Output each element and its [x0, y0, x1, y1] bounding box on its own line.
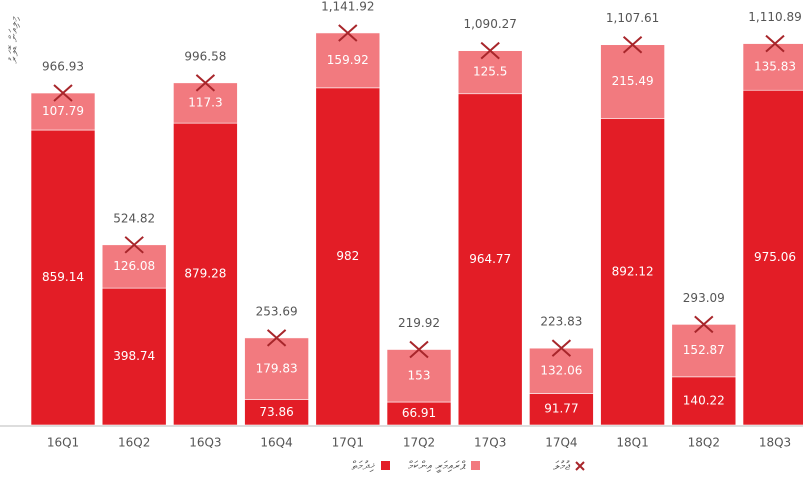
bar-segment: [315, 32, 381, 89]
legend-label: ޕްރައިމަރީ އިންކަމް: [408, 459, 466, 474]
total-cross: [409, 340, 429, 359]
bar-value-label: 152.87: [683, 343, 725, 357]
bar-value-label: 107.79: [42, 104, 84, 118]
x-tick-label: 18Q2: [688, 436, 720, 450]
x-tick-label: 18Q3: [759, 436, 791, 450]
total-cross: [551, 339, 572, 357]
total-label: 1,141.92: [321, 0, 374, 13]
total-marker: [195, 74, 216, 92]
legend-total-swatch: [575, 461, 585, 471]
x-tick-label: 17Q1: [332, 436, 364, 450]
bar-segment: [244, 399, 309, 426]
bar-segment: [529, 393, 594, 426]
bar-segment: [742, 43, 803, 91]
total-label: 966.93: [42, 60, 84, 74]
bar-value-label: 215.49: [612, 74, 654, 88]
bar-value-label: 398.74: [113, 349, 155, 363]
total-marker: [338, 24, 358, 42]
x-tick-label: 16Q1: [47, 436, 79, 450]
bar-value-label: 159.92: [327, 53, 369, 67]
total-cross: [124, 236, 144, 254]
bar-segment: [30, 92, 96, 131]
bar-value-label: 73.86: [259, 405, 293, 419]
total-marker: [409, 340, 429, 359]
bar-segment: [671, 376, 737, 426]
x-tick-label: 17Q4: [545, 436, 577, 450]
total-marker: [53, 84, 73, 102]
total-marker: [765, 34, 785, 53]
total-label: 1,090.27: [463, 17, 516, 31]
bar-segment: [529, 347, 594, 394]
bar-value-label: 132.06: [540, 363, 582, 377]
total-cross: [338, 24, 358, 42]
bar-value-label: 117.3: [188, 95, 222, 109]
legend-swatch: [381, 461, 390, 470]
total-cross: [765, 34, 785, 53]
bar-value-label: 982: [336, 249, 359, 263]
bar-segment: [600, 118, 665, 426]
bar-segment: [30, 129, 96, 426]
bar-segment: [244, 337, 309, 400]
total-cross: [694, 315, 714, 334]
bar-value-label: 964.77: [469, 252, 511, 266]
x-tick-label: 16Q3: [189, 436, 221, 450]
x-tick-label: 16Q4: [260, 436, 292, 450]
bar-value-label: 859.14: [42, 270, 84, 284]
bar-segment: [742, 89, 803, 426]
total-cross: [195, 74, 216, 92]
bar-segment: [457, 50, 523, 95]
bar-segment: [671, 324, 737, 378]
bar-segment: [315, 87, 381, 426]
legend-swatch: [471, 461, 480, 470]
x-tick-label: 17Q2: [403, 436, 435, 450]
total-marker: [124, 236, 144, 254]
total-label: 219.92: [398, 316, 440, 330]
bar-value-label: 975.06: [754, 250, 796, 264]
bar-segment: [600, 44, 665, 120]
total-label: 1,107.61: [606, 11, 659, 25]
total-label: 524.82: [113, 211, 155, 225]
total-cross: [480, 41, 500, 60]
total-marker: [622, 35, 643, 54]
total-label: 996.58: [184, 49, 226, 63]
total-cross: [622, 35, 643, 54]
bar-value-label: 179.83: [256, 361, 298, 375]
x-tick-label: 16Q2: [118, 436, 150, 450]
bar-segment: [457, 93, 523, 426]
x-tick-label: 18Q1: [616, 436, 648, 450]
bar-value-label: 153: [408, 368, 431, 382]
total-label: 293.09: [683, 291, 725, 305]
bar-value-label: 125.5: [473, 65, 507, 79]
total-cross: [53, 84, 73, 102]
total-label: 1,110.89: [748, 10, 801, 24]
bar-value-label: 892.12: [612, 264, 654, 278]
total-label: 223.83: [540, 315, 582, 329]
x-tick-label: 17Q3: [474, 436, 506, 450]
total-marker: [551, 339, 572, 357]
total-marker: [694, 315, 714, 334]
bar-value-label: 140.22: [683, 393, 725, 407]
bar-value-label: 66.91: [402, 406, 436, 420]
bar-segment: [101, 244, 167, 289]
bar-value-label: 135.83: [754, 59, 796, 73]
bar-segment: [173, 122, 238, 426]
total-cross: [266, 329, 287, 347]
legend-label: ޖުމުލަ: [553, 459, 571, 473]
bar-value-label: 126.08: [113, 259, 155, 273]
y-axis-label: މިލިއަން ޑޮލަރު: [7, 16, 21, 64]
bar-value-label: 879.28: [184, 267, 226, 281]
legend-label: ޚިދުމަތް: [352, 459, 376, 473]
bar-segment: [386, 349, 452, 403]
bar-value-label: 91.77: [544, 402, 578, 416]
total-marker: [480, 41, 500, 60]
bar-segment: [101, 287, 167, 426]
total-marker: [266, 329, 287, 347]
total-label: 253.69: [256, 304, 298, 318]
